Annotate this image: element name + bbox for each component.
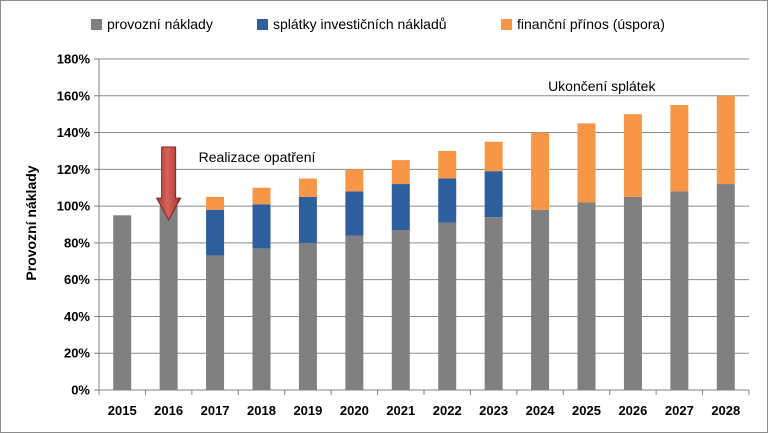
bar-financial-benefit-2021 — [391, 160, 410, 185]
bars — [113, 95, 735, 390]
down-arrow-icon — [155, 146, 182, 222]
bar-financial-benefit-2018 — [252, 187, 271, 205]
y-tick-label-140: 140% — [57, 125, 91, 140]
bar-operating-costs-2024 — [531, 209, 550, 390]
annotation-implementation: Realizace opatření — [199, 149, 316, 165]
bar-financial-benefit-2028 — [716, 95, 735, 185]
x-tick-label-2017: 2017 — [201, 403, 230, 418]
legend-swatch-investment-repayments — [257, 19, 268, 30]
legend-label-operating-costs: provozní náklady — [107, 16, 213, 32]
y-tick-label-60: 60% — [64, 272, 90, 287]
x-tick-label-2018: 2018 — [247, 403, 276, 418]
y-tick-label-120: 120% — [57, 162, 91, 177]
x-tick-label-2015: 2015 — [108, 403, 137, 418]
bar-financial-benefit-2024 — [531, 132, 550, 210]
bar-investment-repayments-2019 — [298, 196, 317, 243]
bar-operating-costs-2022 — [438, 222, 457, 390]
bar-operating-costs-2015 — [113, 215, 132, 390]
legend-swatch-financial-benefit — [501, 19, 512, 30]
legend-swatch-operating-costs — [91, 19, 102, 30]
bar-investment-repayments-2017 — [206, 209, 225, 256]
y-axis-title: Provozní náklady — [23, 165, 39, 280]
bar-operating-costs-2028 — [716, 184, 735, 390]
annotation-repayments-end: Ukončení splátek — [548, 78, 656, 94]
bar-operating-costs-2020 — [345, 235, 364, 390]
x-tick-label-2024: 2024 — [526, 403, 556, 418]
bar-operating-costs-2016 — [159, 206, 178, 390]
y-tick-label-0: 0% — [71, 383, 90, 398]
x-tick-label-2019: 2019 — [293, 403, 322, 418]
bar-financial-benefit-2025 — [577, 123, 596, 203]
legend-label-investment-repayments: splátky investičních nákladů — [273, 16, 447, 32]
bar-operating-costs-2023 — [484, 217, 503, 390]
annotations: Realizace opatření Ukončení splátek — [155, 78, 656, 222]
bar-investment-repayments-2022 — [438, 178, 457, 223]
y-tick-label-100: 100% — [57, 199, 91, 214]
bar-financial-benefit-2019 — [298, 178, 317, 197]
x-tick-label-2020: 2020 — [340, 403, 369, 418]
gridlines — [99, 58, 749, 354]
bar-operating-costs-2019 — [298, 242, 317, 390]
bar-investment-repayments-2023 — [484, 171, 503, 218]
x-tick-label-2026: 2026 — [618, 403, 647, 418]
bar-operating-costs-2021 — [391, 230, 410, 390]
y-tick-label-160: 160% — [57, 88, 91, 103]
axes — [94, 58, 750, 395]
x-tick-label-2021: 2021 — [386, 403, 415, 418]
bar-financial-benefit-2017 — [206, 196, 225, 210]
bar-operating-costs-2018 — [252, 248, 271, 390]
y-tick-label-180: 180% — [57, 52, 91, 67]
x-tick-labels: 2015 2016 2017 2018 2019 2020 2021 2022 2023 2024… — [108, 403, 740, 418]
bar-operating-costs-2026 — [623, 196, 642, 390]
bar-operating-costs-2025 — [577, 202, 596, 390]
bar-financial-benefit-2020 — [345, 169, 364, 192]
bar-financial-benefit-2023 — [484, 141, 503, 172]
legend: provozní náklady splátky investičních ná… — [91, 16, 665, 32]
legend-label-financial-benefit: finanční přínos (úspora) — [517, 16, 665, 32]
y-tick-labels: 0% 20% 40% 60% 80% 100% 120% 140% 160% 180% — [57, 52, 91, 398]
x-tick-label-2028: 2028 — [711, 403, 740, 418]
bar-financial-benefit-2026 — [623, 114, 642, 197]
x-tick-label-2022: 2022 — [433, 403, 462, 418]
x-tick-label-2025: 2025 — [572, 403, 601, 418]
y-tick-label-20: 20% — [64, 346, 90, 361]
bar-investment-repayments-2021 — [391, 184, 410, 231]
bar-financial-benefit-2027 — [670, 104, 689, 192]
x-tick-label-2023: 2023 — [479, 403, 508, 418]
y-tick-label-80: 80% — [64, 235, 90, 250]
bar-investment-repayments-2020 — [345, 191, 364, 236]
bar-investment-repayments-2018 — [252, 204, 271, 249]
bar-operating-costs-2017 — [206, 255, 225, 390]
y-tick-label-40: 40% — [64, 309, 90, 324]
x-tick-label-2016: 2016 — [154, 403, 183, 418]
bar-operating-costs-2027 — [670, 191, 689, 390]
bar-financial-benefit-2022 — [438, 150, 457, 179]
x-tick-label-2027: 2027 — [665, 403, 694, 418]
